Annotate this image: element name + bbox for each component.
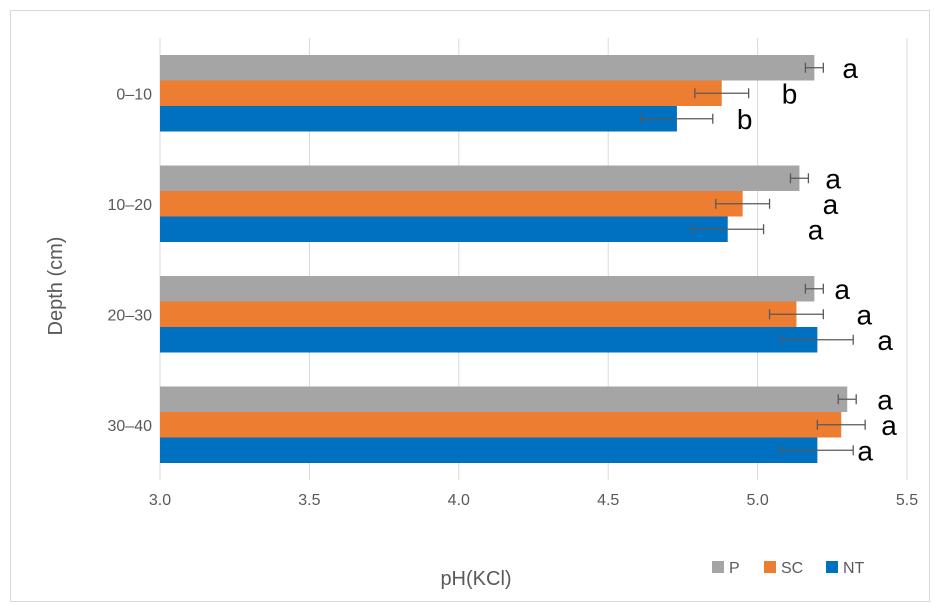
x-tick-label: 5.5 [896,492,918,509]
bars [160,55,848,463]
x-tick-label: 4.5 [597,492,619,509]
bar [160,301,797,327]
bar [160,216,728,242]
legend-swatch [826,561,838,573]
significance-letter: a [857,435,873,466]
y-tick-label: 20–30 [108,307,153,324]
legend: P SC NT [712,560,865,577]
y-tick-label: 0–10 [116,86,152,103]
significance-letter: b [737,104,753,135]
legend-label: SC [781,560,803,577]
bar [160,276,815,302]
bar [160,106,677,132]
x-tick-label: 4.0 [448,492,470,509]
significance-letter: a [823,189,839,220]
significance-letter: a [877,325,893,356]
significance-letter: a [825,163,841,194]
error-bars [640,62,866,456]
legend-label: P [729,560,740,577]
significance-letter: a [842,53,858,84]
bar [160,191,743,217]
bar [160,412,842,438]
significance-letter: a [856,299,872,330]
significance-letter: a [808,214,824,245]
legend-swatch [712,561,724,573]
chart-frame [10,10,930,602]
significance-letter: b [782,78,798,109]
x-tick-label: 5.0 [746,492,768,509]
tick-labels: 3.0 3.5 4.0 4.5 5.0 5.5 0–10 10–20 20–30 30–40 [108,86,919,509]
y-axis-label: Depth (cm) [45,237,67,336]
x-tick-label: 3.5 [298,492,320,509]
legend-label: NT [843,560,865,577]
bar [160,55,815,81]
bar [160,327,818,353]
bar [160,165,800,191]
bar [160,80,722,106]
x-axis-label: pH(KCl) [440,568,511,590]
y-tick-label: 30–40 [108,418,153,435]
y-tick-label: 10–20 [108,197,153,214]
significance-letter: a [881,410,897,441]
significance-letter: a [877,384,893,415]
x-tick-label: 3.0 [149,492,171,509]
significance-letter: a [834,274,850,305]
legend-swatch [764,561,776,573]
bar [160,386,848,412]
bar [160,437,818,463]
